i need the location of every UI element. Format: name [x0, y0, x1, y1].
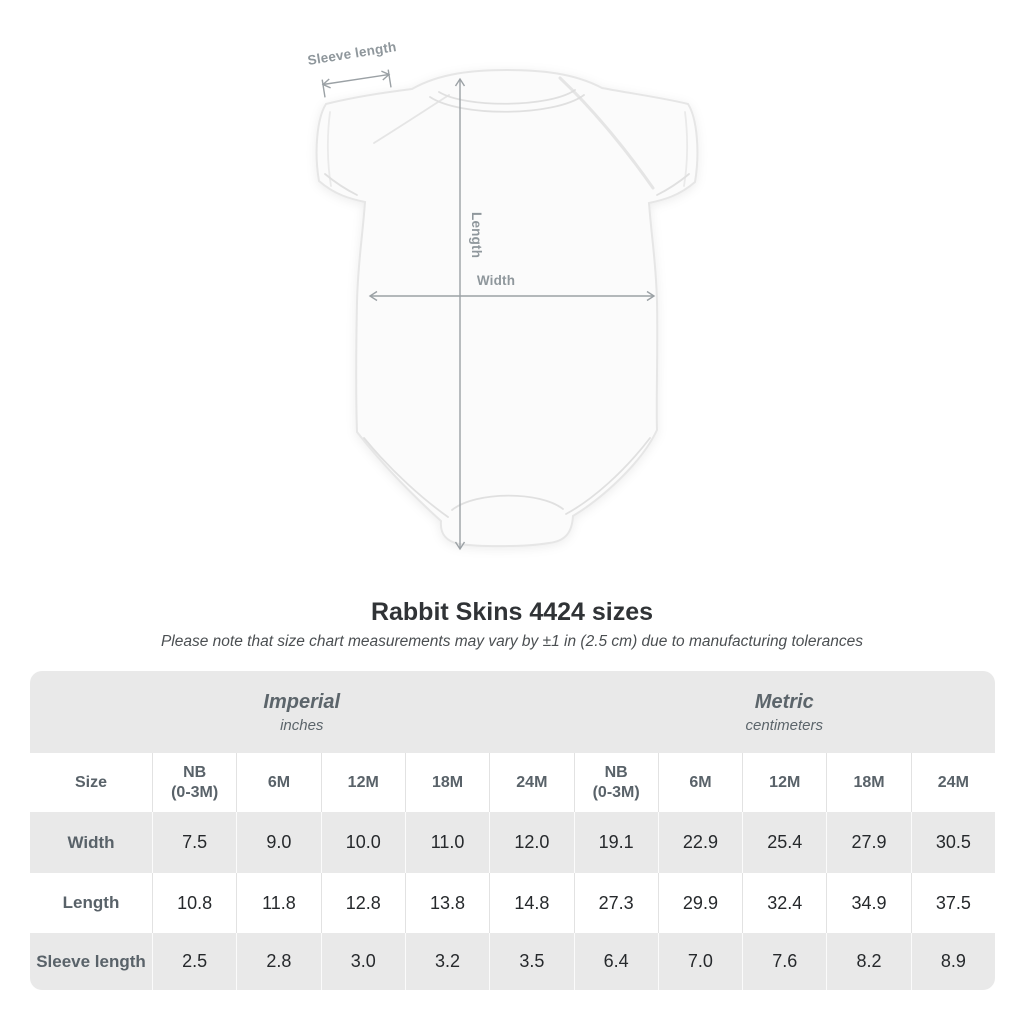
width-imperial-12m: 10.0 — [320, 812, 405, 873]
col-header-imperial-24m: 24M — [489, 753, 573, 812]
length-metric-nb: 27.3 — [573, 873, 658, 933]
page-title: Rabbit Skins 4424 sizes — [370, 598, 654, 626]
col-header-metric-24m: 24M — [910, 753, 995, 812]
onesie-illustration — [315, 68, 699, 551]
length-imperial-18m: 13.8 — [404, 873, 489, 933]
width-imperial-nb: 7.5 — [152, 812, 236, 873]
width-metric-nb: 19.1 — [573, 812, 658, 873]
col-header-imperial-6m: 6M — [236, 753, 320, 812]
length-metric-6m: 29.9 — [657, 873, 742, 933]
size-header: Size — [74, 773, 107, 791]
sleeve-metric-24m: 8.9 — [910, 933, 995, 990]
col-header-metric-12m: 12M — [742, 753, 826, 812]
width-metric-6m: 22.9 — [657, 812, 742, 873]
length-metric-12m: 32.4 — [742, 873, 826, 933]
sleeve-length-arrow — [322, 73, 390, 86]
col-header-imperial-12m: 12M — [320, 753, 405, 812]
sleeve-metric-18m: 8.2 — [826, 933, 910, 990]
table-row-length: Length 10.8 11.8 12.8 13.8 14.8 27.3 29.… — [30, 873, 995, 933]
col-header-metric-nb: NB (0-3M) — [573, 753, 658, 812]
sleeve-imperial-6m: 2.8 — [236, 933, 320, 990]
onesie-seams — [324, 76, 690, 518]
onesie-outline — [315, 68, 699, 548]
measurement-arrows — [321, 69, 656, 551]
col-header-metric-6m: 6M — [657, 753, 742, 812]
col-header-imperial-nb: NB (0-3M) — [152, 753, 236, 812]
width-imperial-6m: 9.0 — [236, 812, 320, 873]
length-imperial-24m: 14.8 — [489, 873, 573, 933]
size-table: Imperial inches Metric centimeters Size … — [30, 671, 995, 990]
table-row-width: Width 7.5 9.0 10.0 11.0 12.0 19.1 22.9 2… — [30, 812, 995, 873]
sleeve-metric-6m: 7.0 — [657, 933, 742, 990]
unit-group-band: Imperial inches Metric centimeters — [30, 671, 995, 753]
length-imperial-6m: 11.8 — [236, 873, 320, 933]
width-metric-18m: 27.9 — [826, 812, 910, 873]
sleeve-imperial-24m: 3.5 — [489, 933, 573, 990]
imperial-group-unit: inches — [280, 717, 324, 734]
tolerance-disclaimer: Please note that size chart measurements… — [160, 633, 864, 650]
col-header-imperial-18m: 18M — [404, 753, 489, 812]
col-header-metric-18m: 18M — [826, 753, 910, 812]
sleeve-imperial-12m: 3.0 — [320, 933, 405, 990]
width-metric-12m: 25.4 — [742, 812, 826, 873]
width-imperial-24m: 12.0 — [489, 812, 573, 873]
sleeve-metric-12m: 7.6 — [742, 933, 826, 990]
imperial-group-header: Imperial inches — [30, 671, 574, 753]
length-metric-24m: 37.5 — [910, 873, 995, 933]
length-label: Length — [469, 212, 484, 259]
row-label-sleeve-length: Sleeve length — [36, 951, 146, 971]
row-label-length: Length — [62, 893, 120, 912]
imperial-group-name: Imperial — [263, 691, 341, 713]
width-imperial-18m: 11.0 — [404, 812, 489, 873]
sleeve-imperial-18m: 3.2 — [404, 933, 489, 990]
width-metric-24m: 30.5 — [910, 812, 995, 873]
size-header-row: Size NB (0-3M) 6M 12M 18M 24M NB (0-3M) … — [30, 753, 995, 812]
metric-group-unit: centimeters — [745, 717, 824, 734]
width-label: Width — [476, 273, 516, 288]
sleeve-metric-nb: 6.4 — [573, 933, 658, 990]
row-label-width: Width — [67, 832, 115, 852]
length-imperial-nb: 10.8 — [152, 873, 236, 933]
sleeve-imperial-nb: 2.5 — [152, 933, 236, 990]
table-row-sleeve-length: Sleeve length 2.5 2.8 3.0 3.2 3.5 6.4 7.… — [30, 933, 995, 990]
metric-group-header: Metric centimeters — [574, 671, 996, 753]
garment-diagram: Sleeve length Length Width — [307, 39, 699, 551]
length-imperial-12m: 12.8 — [320, 873, 405, 933]
metric-group-name: Metric — [754, 691, 814, 713]
length-metric-18m: 34.9 — [826, 873, 910, 933]
